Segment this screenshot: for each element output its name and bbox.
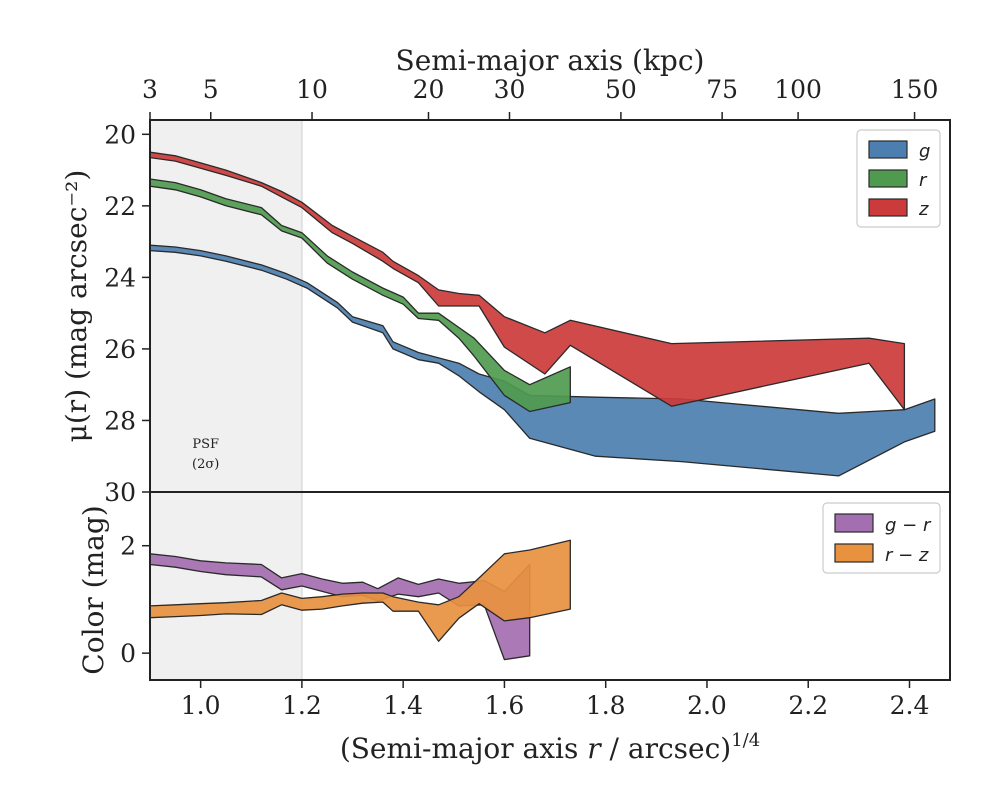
bottom-band-gr: [150, 553, 531, 661]
bottom-x-tick-label: 2.2: [788, 691, 828, 720]
kpc-tick-label: 5: [203, 75, 219, 104]
bottom-x-axis-title: (Semi-major axis r / arcsec)1/4: [340, 730, 760, 765]
bottom-band-rz: [150, 539, 571, 642]
bottom-x-tick-label: 1.2: [282, 691, 322, 720]
legend-label-z: z: [918, 199, 929, 220]
top-y-axis-title: μ(r) (mag arcsec⁻²): [60, 170, 93, 443]
top-band-z: [150, 151, 906, 411]
kpc-tick-label: 20: [413, 75, 445, 104]
bottom-panel-frame: [149, 491, 951, 681]
kpc-tick-label: 30: [494, 75, 526, 104]
top-y-tick-label: 30: [104, 478, 136, 507]
legend-label-rz: r − z: [885, 545, 929, 566]
top-y-tick-label: 20: [104, 120, 136, 149]
kpc-tick-label: 75: [706, 75, 738, 104]
top-y-tick-label: 26: [104, 335, 136, 364]
kpc-tick-label: 50: [605, 75, 637, 104]
bottom-y-axis-title: Color (mag): [77, 505, 110, 674]
top-y-tick-label: 24: [104, 263, 136, 292]
legend-label-r: r: [919, 170, 928, 191]
bottom-y-tick-label: 0: [120, 639, 136, 668]
kpc-tick-label: 3: [142, 75, 158, 104]
legend-label-gr: g − r: [885, 515, 932, 536]
kpc-tick-label: 100: [774, 75, 822, 104]
top-y-tick-label: 22: [104, 192, 136, 221]
top-series-g: [150, 244, 936, 477]
legend-swatch-z: [868, 198, 908, 217]
psf-sigma-label: (2σ): [192, 457, 219, 472]
top-y-tick-label: 28: [104, 406, 136, 435]
legend-swatch-rz: [834, 543, 874, 563]
legend-swatch-r: [868, 169, 908, 188]
top-band-g: [150, 244, 936, 477]
legend-swatch-gr: [834, 513, 874, 533]
bottom-x-tick-label: 1.6: [485, 691, 525, 720]
bottom-y-tick-label: 2: [120, 532, 136, 561]
bottom-x-tick-label: 1.0: [181, 691, 221, 720]
bottom-series-gr: [150, 553, 531, 661]
top-axis-title: Semi-major axis (kpc): [396, 44, 705, 77]
bottom-series-rz: [150, 539, 571, 642]
legend-label-g: g: [919, 141, 930, 162]
top-series-z: [150, 151, 906, 411]
bottom-x-tick-label: 1.4: [383, 691, 423, 720]
top-series-r: [150, 178, 571, 413]
kpc-tick-label: 10: [296, 75, 328, 104]
bottom-x-tick-label: 2.0: [687, 691, 727, 720]
top-legend: grz: [856, 129, 941, 228]
bottom-x-tick-label: 1.8: [586, 691, 626, 720]
kpc-tick-label: 150: [891, 75, 939, 104]
bottom-x-tick-label: 2.4: [890, 691, 930, 720]
top-band-r: [150, 178, 571, 413]
legend-swatch-g: [868, 140, 908, 159]
psf-label: PSF: [192, 437, 219, 452]
bottom-legend: g − r r − z: [822, 502, 941, 574]
